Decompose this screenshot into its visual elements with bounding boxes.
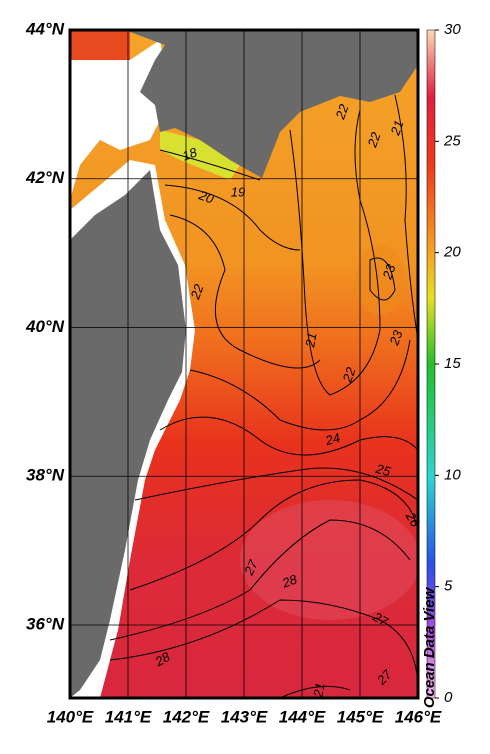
- y-tick-label: 44°N: [25, 19, 65, 38]
- land: [125, 30, 418, 178]
- y-tick-label: 42°N: [25, 168, 65, 187]
- contour-label: 22: [332, 102, 352, 122]
- contour-label: 28: [279, 571, 299, 591]
- x-tick-label: 142°E: [163, 707, 210, 726]
- y-tick-label: 36°N: [26, 614, 65, 633]
- colorbar-label: 30: [444, 21, 461, 38]
- contour-label: 26: [402, 509, 423, 531]
- contour-label: 21: [302, 331, 319, 349]
- colorbar-label: 20: [443, 244, 461, 261]
- contour-label: 19: [231, 184, 245, 199]
- contour-label: 21: [310, 681, 327, 699]
- contour-label: 28: [152, 649, 174, 670]
- contour-label: 22: [339, 365, 359, 385]
- contour-label: 21: [387, 118, 406, 138]
- y-tick-label: 40°N: [25, 317, 65, 336]
- map-area: [70, 30, 418, 698]
- colorbar-label: 5: [444, 578, 453, 595]
- colorbar-label: 0: [444, 689, 453, 706]
- contour-label: 23: [386, 328, 406, 348]
- map-frame: [68, 28, 420, 700]
- graticule: [70, 30, 418, 698]
- colorbar-label: 15: [444, 355, 461, 372]
- colorbar-label: 10: [444, 466, 461, 483]
- contour-label: 20: [196, 187, 216, 207]
- y-tick-label: 38°N: [26, 466, 65, 485]
- x-tick-label: 141°E: [105, 707, 152, 726]
- contour-label: 18: [180, 144, 199, 163]
- contour-label: 24: [323, 430, 342, 448]
- x-tick-label: 143°E: [221, 707, 268, 726]
- x-tick-label: 144°E: [279, 707, 326, 726]
- x-tick-label: 140°E: [47, 707, 94, 726]
- contour-label: 25: [373, 461, 393, 480]
- x-tick-label: 145°E: [337, 707, 384, 726]
- contour-label: 27: [370, 608, 392, 629]
- contour-label: 22: [187, 282, 207, 302]
- contour-label: 22: [364, 130, 384, 150]
- x-tick-label: 146°E: [395, 707, 442, 726]
- colorbar-label: 25: [443, 132, 461, 149]
- credit: Ocean Data View: [421, 587, 438, 709]
- contour-label: 27: [241, 557, 261, 578]
- contour-label: 23: [379, 262, 399, 282]
